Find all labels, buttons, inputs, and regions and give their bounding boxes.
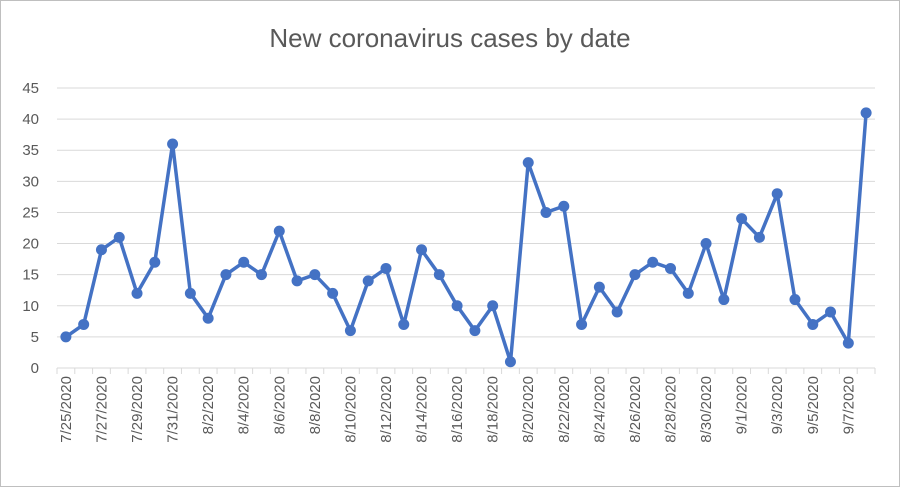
data-point <box>807 318 819 330</box>
x-tick-label: 8/10/2020 <box>342 376 359 443</box>
data-point <box>238 256 250 268</box>
data-point <box>184 287 196 299</box>
x-tick-label: 8/26/2020 <box>627 376 644 443</box>
data-point <box>825 306 837 318</box>
x-axis-ticks: 7/25/2020 7/27/2020 7/29/2020 7/31/2020 8/2/… <box>58 376 857 443</box>
x-tick-label: 8/16/2020 <box>449 376 466 443</box>
data-point <box>665 262 676 274</box>
x-tick-label: 8/8/2020 <box>307 376 324 434</box>
data-point <box>700 238 712 250</box>
x-tick-label: 8/18/2020 <box>485 376 502 443</box>
series-new-cases <box>60 107 872 368</box>
data-point <box>753 231 765 243</box>
y-tick-label: 30 <box>22 173 39 190</box>
x-tick-label: 7/25/2020 <box>58 376 75 443</box>
data-point <box>398 318 410 330</box>
data-point <box>362 275 374 287</box>
data-point <box>522 157 534 169</box>
x-tick-label: 8/24/2020 <box>591 376 608 443</box>
x-tick-label: 8/6/2020 <box>271 376 288 434</box>
data-point <box>593 281 605 293</box>
x-tick-label: 8/4/2020 <box>236 376 253 434</box>
data-point <box>60 331 72 343</box>
data-point <box>344 325 356 337</box>
data-point <box>789 294 801 306</box>
data-point <box>327 287 339 299</box>
data-point <box>842 337 854 349</box>
y-axis-ticks: 0 5 10 15 20 25 30 35 40 45 <box>22 80 39 377</box>
x-tick-label: 7/27/2020 <box>93 376 110 443</box>
data-point <box>433 269 445 281</box>
data-point <box>273 225 285 237</box>
data-point <box>380 262 392 274</box>
x-tick-label: 8/30/2020 <box>698 376 715 443</box>
x-tick-label: 8/22/2020 <box>556 376 573 443</box>
data-point <box>629 269 641 281</box>
x-tick-label: 8/14/2020 <box>414 376 431 443</box>
x-tick-label: 9/1/2020 <box>734 376 751 434</box>
gridlines <box>57 87 875 338</box>
data-point <box>647 256 659 268</box>
data-point <box>558 200 570 212</box>
x-tick-label: 8/12/2020 <box>378 376 395 443</box>
y-tick-label: 20 <box>22 236 39 253</box>
data-point <box>487 300 499 312</box>
data-point <box>860 107 872 119</box>
data-point <box>78 318 90 330</box>
data-point <box>771 188 783 200</box>
series-line <box>64 111 868 364</box>
y-tick-label: 40 <box>22 111 39 128</box>
data-point <box>95 244 107 256</box>
x-axis <box>56 367 876 374</box>
data-point <box>736 213 748 225</box>
data-point <box>220 269 232 281</box>
data-point <box>309 269 321 281</box>
data-point <box>256 269 267 281</box>
data-point <box>291 275 303 287</box>
x-tick-label: 8/20/2020 <box>520 376 537 443</box>
chart-title: New coronavirus cases by date <box>269 23 631 53</box>
data-point <box>611 306 623 318</box>
y-tick-label: 0 <box>31 360 39 377</box>
data-point <box>416 244 428 256</box>
y-tick-label: 15 <box>22 267 39 284</box>
data-point <box>718 294 730 306</box>
y-tick-label: 5 <box>31 329 39 346</box>
data-point <box>576 318 588 330</box>
data-point <box>451 300 463 312</box>
x-tick-label: 8/2/2020 <box>200 376 217 434</box>
y-tick-label: 45 <box>22 80 39 97</box>
data-point <box>682 287 694 299</box>
data-point <box>540 206 552 218</box>
x-tick-label: 8/28/2020 <box>663 376 680 443</box>
data-point <box>469 325 481 337</box>
x-tick-label: 7/31/2020 <box>165 376 182 443</box>
data-point <box>202 312 214 324</box>
x-tick-label: 7/29/2020 <box>129 376 146 443</box>
data-point <box>504 356 516 368</box>
data-point <box>149 256 161 268</box>
data-point <box>131 287 143 299</box>
y-tick-label: 35 <box>22 142 39 159</box>
x-tick-label: 9/3/2020 <box>769 376 786 434</box>
x-tick-label: 9/5/2020 <box>805 376 822 434</box>
data-point <box>113 231 125 243</box>
y-tick-label: 10 <box>22 298 39 315</box>
data-point <box>167 138 179 150</box>
y-tick-label: 25 <box>22 204 39 221</box>
x-tick-label: 9/7/2020 <box>840 376 857 434</box>
